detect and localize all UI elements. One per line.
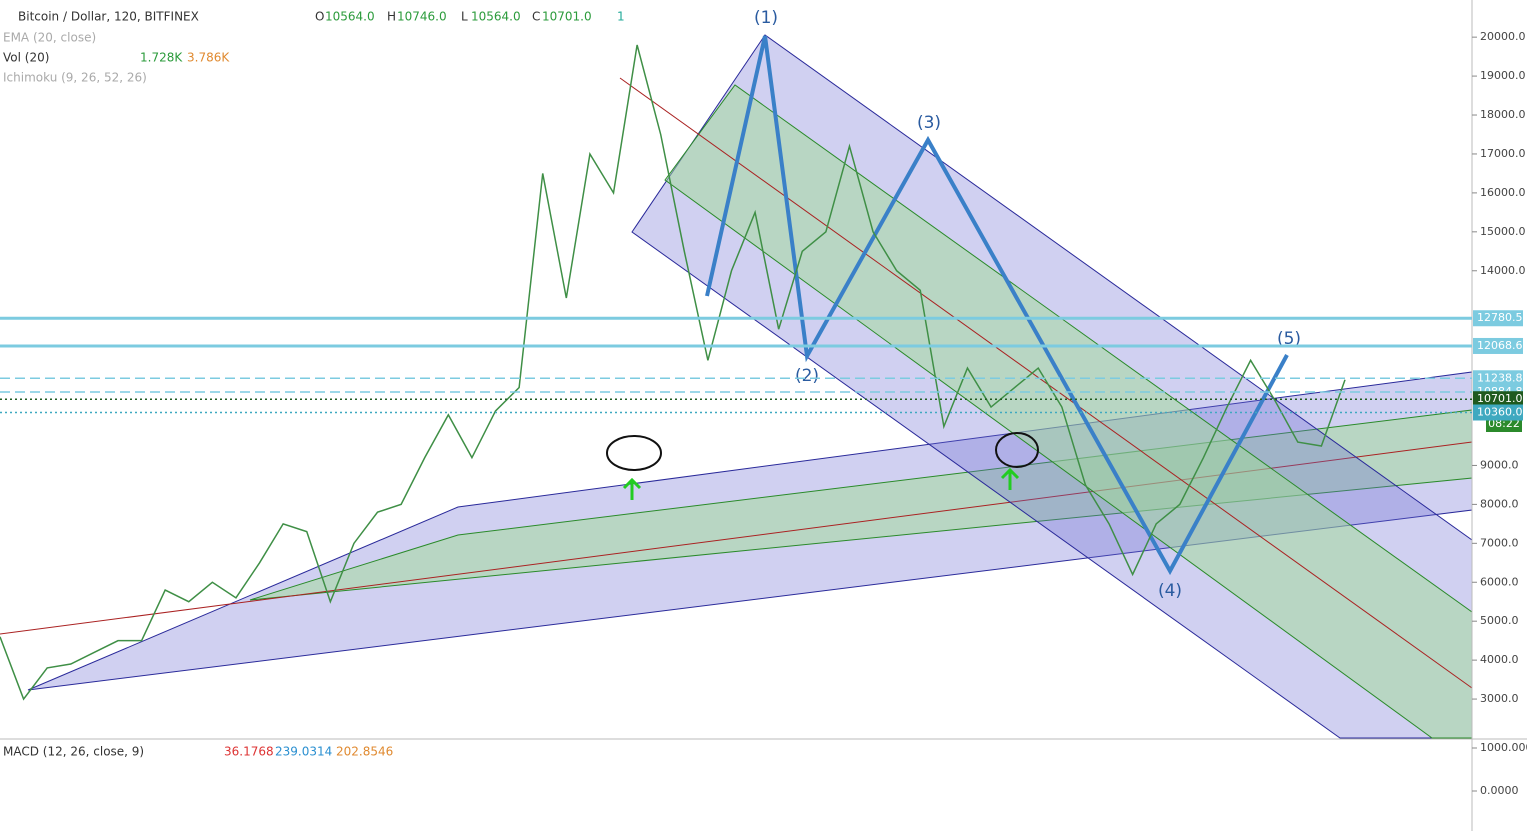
y-tick-label: 5000.0 bbox=[1480, 614, 1519, 627]
level-label: 11238.8 bbox=[1477, 371, 1523, 384]
y-tick-label: 18000.0 bbox=[1480, 108, 1526, 121]
alerts: 1 bbox=[617, 10, 625, 24]
y-tick-label: 4000.0 bbox=[1480, 653, 1519, 666]
ohlc-value: 10564.0 bbox=[471, 10, 521, 24]
level-box bbox=[1473, 391, 1523, 408]
ohlc-value: 10564.0 bbox=[325, 10, 375, 24]
level-box bbox=[1473, 337, 1523, 354]
level-label: 12068.6 bbox=[1477, 339, 1523, 352]
wave-label: (3) bbox=[917, 113, 941, 133]
macd-value: 202.8546 bbox=[336, 745, 393, 759]
wave-label: (1) bbox=[754, 8, 778, 28]
ohlc-value: 10746.0 bbox=[397, 10, 447, 24]
level-box bbox=[1473, 310, 1523, 327]
indicator: EMA (20, close) bbox=[3, 31, 96, 45]
level-box bbox=[1473, 404, 1523, 421]
price-line bbox=[0, 44, 1346, 701]
macd-label: MACD (12, 26, close, 9) bbox=[3, 745, 144, 759]
y-tick-label: 0.0000 bbox=[1480, 784, 1519, 797]
macd-value: 239.0314 bbox=[275, 745, 332, 759]
y-tick-label: 7000.0 bbox=[1480, 536, 1519, 549]
indicator: Ichimoku (9, 26, 52, 26) bbox=[3, 71, 147, 85]
wave-label: (2) bbox=[795, 366, 819, 386]
macd-value: 36.1768 bbox=[224, 745, 274, 759]
ohlc-key: O bbox=[315, 10, 324, 24]
y-tick-label: 1000.0000 bbox=[1480, 741, 1527, 754]
ohlc-key: H bbox=[387, 10, 396, 24]
level-label: 10701.0 bbox=[1477, 392, 1523, 405]
y-tick-label: 14000.0 bbox=[1480, 264, 1526, 277]
ohlc-key: C bbox=[532, 10, 540, 24]
y-tick-label: 9000.0 bbox=[1480, 458, 1519, 471]
wave-label: (4) bbox=[1158, 581, 1182, 601]
wave-label: (5) bbox=[1277, 329, 1301, 349]
indicator-value: 1.728K bbox=[140, 51, 183, 65]
ohlc-value: 10701.0 bbox=[542, 10, 592, 24]
pitchforks bbox=[0, 34, 1473, 739]
indicator: Vol (20) bbox=[3, 51, 49, 65]
y-tick-label: 8000.0 bbox=[1480, 497, 1519, 510]
indicator-value: 3.786K bbox=[187, 51, 230, 65]
y-tick-label: 6000.0 bbox=[1480, 575, 1519, 588]
y-tick-label: 20000.0 bbox=[1480, 30, 1526, 43]
level-box bbox=[1473, 370, 1523, 387]
y-tick-label: 16000.0 bbox=[1480, 186, 1526, 199]
y-tick-label: 19000.0 bbox=[1480, 69, 1526, 82]
y-tick-label: 15000.0 bbox=[1480, 225, 1526, 238]
symbol: Bitcoin / Dollar, 120, BITFINEX bbox=[18, 10, 199, 24]
y-tick-label: 17000.0 bbox=[1480, 147, 1526, 160]
level-label: 12780.5 bbox=[1477, 311, 1523, 324]
ohlc-key: L bbox=[461, 10, 468, 24]
y-tick-label: 3000.0 bbox=[1480, 692, 1519, 705]
level-label: 10360.0 bbox=[1477, 405, 1523, 418]
